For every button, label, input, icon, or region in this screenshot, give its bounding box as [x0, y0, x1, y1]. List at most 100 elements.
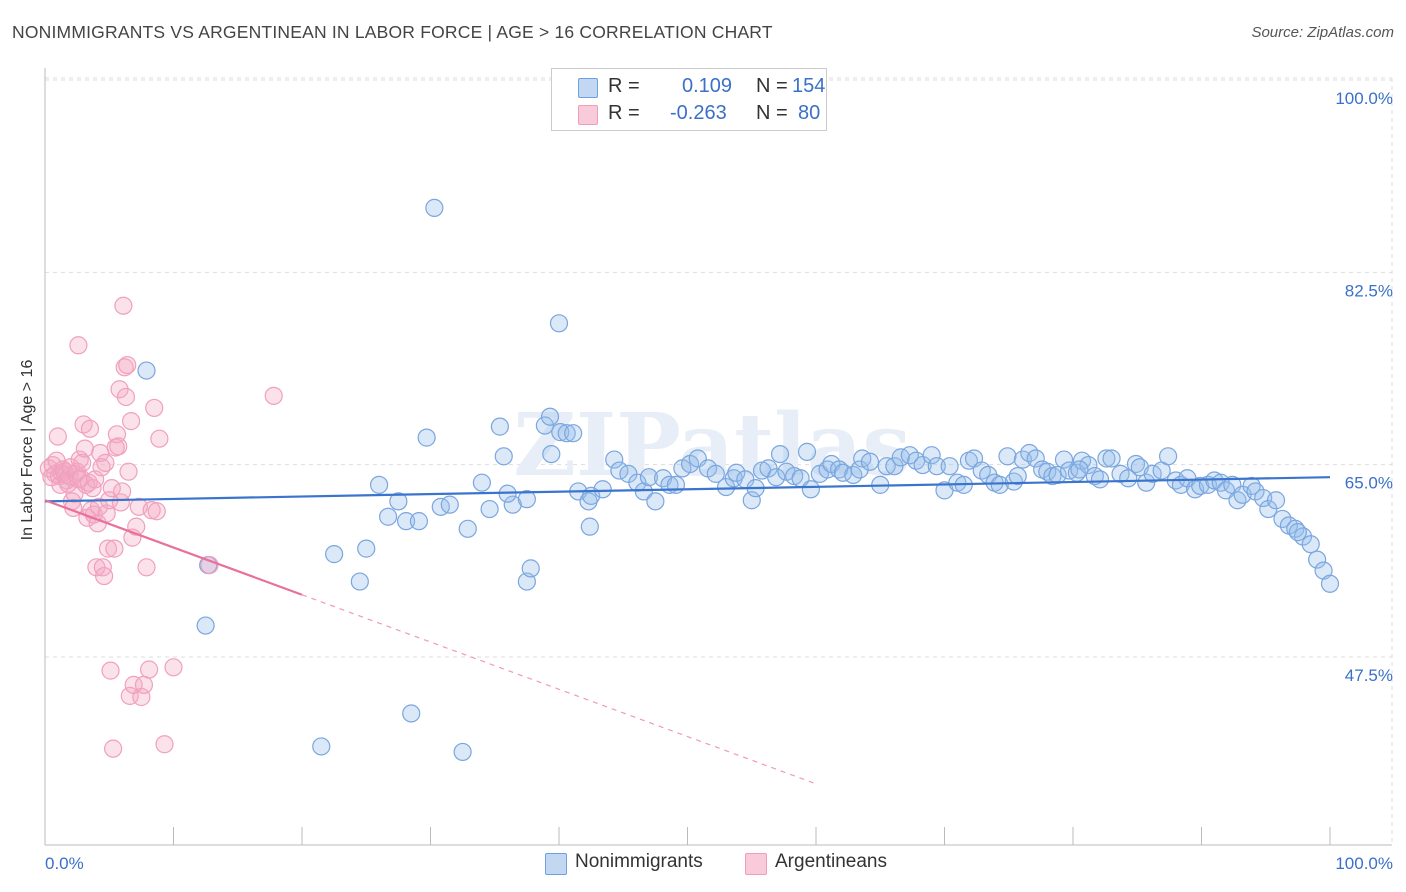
point-nonimmigrants — [860, 452, 880, 471]
point-nonimmigrants — [666, 475, 686, 494]
trend-argentineans — [44, 499, 303, 596]
point-nonimmigrants — [325, 545, 344, 564]
point-nonimmigrants — [877, 457, 896, 476]
watermark-text: ZIPatlas — [513, 395, 911, 496]
point-nonimmigrants — [639, 468, 659, 487]
point-nonimmigrants — [389, 492, 408, 511]
point-nonimmigrants — [409, 512, 429, 531]
y-tick-label: 82.5% — [1345, 281, 1393, 300]
point-argentineans — [264, 386, 283, 405]
point-argentineans — [105, 539, 124, 558]
tick-labels: 100.0% 82.5% 65.0% 47.5% 0.0% 100.0% — [45, 89, 1393, 873]
point-argentineans — [96, 453, 115, 472]
point-nonimmigrants — [549, 314, 569, 333]
n-value: 80 — [798, 102, 821, 124]
y-tick-label: 100.0% — [1335, 89, 1393, 108]
point-argentineans — [70, 450, 89, 469]
point-argentineans — [73, 453, 92, 472]
point-nonimmigrants — [998, 447, 1017, 466]
point-argentineans — [127, 517, 146, 536]
point-nonimmigrants — [940, 457, 959, 476]
trend-nonimmigrants — [44, 476, 1331, 503]
point-nonimmigrants — [767, 468, 786, 487]
legend-swatch-blue — [545, 853, 567, 875]
point-nonimmigrants — [1119, 469, 1138, 488]
point-nonimmigrants — [350, 572, 369, 591]
point-nonimmigrants — [990, 475, 1009, 494]
point-argentineans — [109, 437, 128, 456]
point-nonimmigrants — [1054, 450, 1074, 469]
point-argentineans — [121, 412, 141, 431]
series-nonimmigrants — [137, 198, 1340, 762]
point-argentineans — [112, 482, 132, 501]
point-nonimmigrants — [490, 417, 509, 436]
point-nonimmigrants — [1158, 447, 1178, 466]
point-nonimmigrants — [425, 198, 444, 218]
point-argentineans — [164, 658, 183, 677]
point-argentineans — [104, 739, 123, 758]
point-nonimmigrants — [605, 450, 624, 469]
point-nonimmigrants — [137, 361, 156, 380]
point-nonimmigrants — [1079, 455, 1098, 475]
legend-label: Argentineans — [775, 851, 887, 872]
point-nonimmigrants — [542, 444, 561, 464]
point-nonimmigrants — [458, 519, 477, 538]
point-nonimmigrants — [480, 499, 499, 519]
point-nonimmigrants — [1013, 450, 1032, 469]
y-axis-label: In Labor Force | Age > 16 — [19, 359, 36, 541]
point-nonimmigrants — [593, 480, 612, 499]
point-argentineans — [150, 429, 169, 448]
point-argentineans — [118, 355, 137, 375]
point-nonimmigrants — [357, 539, 376, 558]
series-legend: Nonimmigrants Argentineans — [0, 851, 1406, 876]
point-nonimmigrants — [1008, 466, 1027, 486]
point-argentineans — [102, 479, 121, 498]
point-nonimmigrants — [196, 616, 215, 635]
point-nonimmigrants — [370, 475, 389, 494]
trend-argentineans-extension — [301, 594, 817, 785]
r-value: -0.263 — [670, 102, 727, 124]
point-nonimmigrants — [1301, 535, 1320, 554]
r-label: R = — [608, 102, 640, 124]
chart-title: NONIMMIGRANTS VS ARGENTINEAN IN LABOR FO… — [12, 22, 773, 42]
legend-swatch-pink — [745, 853, 767, 875]
point-argentineans — [137, 558, 156, 577]
point-nonimmigrants — [927, 457, 946, 476]
point-nonimmigrants — [727, 463, 746, 482]
point-argentineans — [95, 566, 114, 586]
point-nonimmigrants — [557, 424, 576, 443]
point-nonimmigrants — [646, 492, 665, 511]
point-argentineans — [155, 735, 174, 754]
n-value: 154 — [792, 75, 826, 97]
point-nonimmigrants — [402, 704, 421, 723]
point-argentineans — [75, 439, 94, 458]
point-nonimmigrants — [922, 446, 941, 465]
point-nonimmigrants — [396, 512, 416, 531]
point-nonimmigrants — [1026, 449, 1045, 468]
x-tick-label: 0.0% — [45, 854, 84, 873]
point-argentineans — [48, 427, 67, 446]
point-nonimmigrants — [1320, 574, 1340, 593]
point-argentineans — [69, 336, 88, 355]
point-nonimmigrants — [440, 495, 459, 514]
point-argentineans — [101, 661, 120, 680]
point-nonimmigrants — [1085, 466, 1104, 486]
point-nonimmigrants — [551, 423, 570, 442]
point-nonimmigrants — [378, 507, 398, 526]
point-nonimmigrants — [1286, 519, 1305, 538]
point-nonimmigrants — [797, 442, 817, 461]
point-nonimmigrants — [1090, 470, 1110, 489]
point-argentineans — [98, 539, 118, 558]
watermark: ZIPatlas — [513, 395, 911, 496]
legend-swatch-blue — [578, 78, 598, 98]
point-nonimmigrants — [472, 473, 491, 492]
point-nonimmigrants — [521, 559, 540, 578]
y-tick-label: 47.5% — [1345, 666, 1393, 685]
point-argentineans — [114, 296, 133, 315]
point-argentineans — [116, 387, 136, 407]
point-argentineans — [147, 502, 166, 521]
point-nonimmigrants — [706, 464, 725, 483]
point-nonimmigrants — [1191, 476, 1210, 496]
point-nonimmigrants — [417, 428, 436, 447]
